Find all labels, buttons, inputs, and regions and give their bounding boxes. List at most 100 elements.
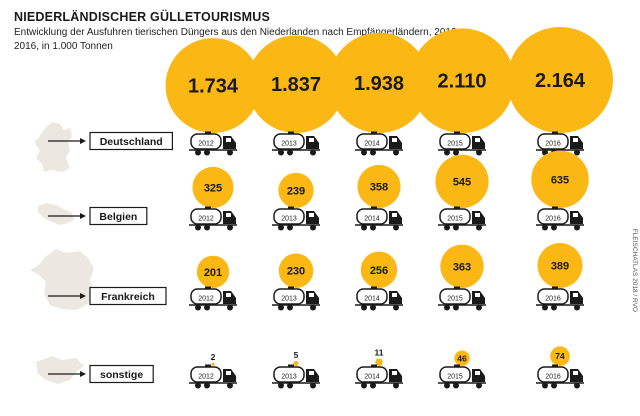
cab-window xyxy=(226,293,231,297)
wheel xyxy=(444,304,450,311)
data-bubble xyxy=(550,346,570,366)
data-bubble xyxy=(211,362,215,367)
cab xyxy=(570,369,583,382)
country-label: Deutschland xyxy=(89,131,174,151)
wheel xyxy=(227,149,233,156)
year-label: 2016 xyxy=(545,374,561,381)
wheel xyxy=(278,304,284,311)
wheel xyxy=(551,224,557,231)
cab-window xyxy=(573,371,578,375)
wheel xyxy=(287,304,293,311)
year-label: 2014 xyxy=(364,374,380,381)
data-bubble xyxy=(435,154,489,208)
data-bubble xyxy=(192,166,234,208)
wheel xyxy=(574,304,580,311)
truck-icon: 2014 xyxy=(355,364,403,389)
cab-window xyxy=(392,293,397,297)
wheel xyxy=(195,382,201,389)
year-label: 2015 xyxy=(447,216,463,223)
arrow-head xyxy=(80,138,86,144)
tank-hatch xyxy=(371,286,377,290)
cab xyxy=(223,211,236,224)
cab-window xyxy=(475,138,480,142)
country-label: Belgien xyxy=(89,206,148,226)
cab-window xyxy=(309,213,314,217)
data-bubble xyxy=(440,244,484,288)
wheel xyxy=(542,382,548,389)
truck-icon: 2012 xyxy=(189,286,237,311)
tank-hatch xyxy=(454,364,460,368)
country-label: sonstige xyxy=(89,364,154,384)
data-label: 635 xyxy=(551,174,569,186)
year-label: 2012 xyxy=(198,374,214,381)
map-belgium xyxy=(38,203,74,225)
data-label: 230 xyxy=(287,266,305,278)
truck-icon: 2014 xyxy=(355,286,403,311)
year-label: 2015 xyxy=(447,374,463,381)
data-label: 2.164 xyxy=(535,70,586,92)
wheel xyxy=(476,149,482,156)
data-bubble xyxy=(328,32,430,133)
country-arrow xyxy=(48,213,86,219)
wheel xyxy=(393,224,399,231)
data-label: 363 xyxy=(453,261,471,273)
tank-hatch xyxy=(552,131,558,135)
cab xyxy=(472,211,485,224)
data-label: 11 xyxy=(375,347,384,357)
wheel xyxy=(476,224,482,231)
data-bubble xyxy=(357,164,401,208)
year-label: 2014 xyxy=(364,141,380,148)
wheel xyxy=(287,224,293,231)
tank-hatch xyxy=(288,286,294,290)
wheel xyxy=(476,382,482,389)
cab xyxy=(306,369,319,382)
cab xyxy=(389,291,402,304)
wheel xyxy=(370,382,376,389)
wheel xyxy=(278,149,284,156)
wheel xyxy=(361,149,367,156)
wheel xyxy=(393,382,399,389)
wheel xyxy=(393,304,399,311)
cab xyxy=(223,369,236,382)
wheel xyxy=(361,224,367,231)
cab xyxy=(306,136,319,149)
cab-window xyxy=(309,138,314,142)
data-label: 325 xyxy=(204,182,222,194)
arrow-head xyxy=(80,371,86,377)
year-label: 2016 xyxy=(545,216,561,223)
wheel xyxy=(310,304,316,311)
wheel xyxy=(287,382,293,389)
tank-hatch xyxy=(552,364,558,368)
cab-window xyxy=(392,371,397,375)
wheel xyxy=(361,304,367,311)
truck-icon: 2015 xyxy=(438,206,486,231)
data-bubble xyxy=(531,150,589,208)
data-label: 46 xyxy=(457,353,467,363)
wheel xyxy=(444,382,450,389)
cab-window xyxy=(475,371,480,375)
wheel xyxy=(195,149,201,156)
cab xyxy=(472,369,485,382)
wheel xyxy=(476,304,482,311)
cab-window xyxy=(226,213,231,217)
truck-icon: 2013 xyxy=(272,131,320,156)
data-label: 256 xyxy=(370,265,388,277)
year-label: 2014 xyxy=(364,216,380,223)
data-label: 389 xyxy=(551,261,569,273)
wheel xyxy=(370,224,376,231)
country-arrow xyxy=(48,138,86,144)
data-bubble xyxy=(537,243,583,288)
chart-subtitle: Entwicklung der Ausfuhren tierischen Dün… xyxy=(14,27,463,52)
wheel xyxy=(551,382,557,389)
cab xyxy=(472,136,485,149)
data-bubble xyxy=(278,253,314,288)
wheel xyxy=(370,149,376,156)
wheel xyxy=(370,304,376,311)
data-bubble xyxy=(165,38,261,133)
year-label: 2013 xyxy=(281,296,297,303)
data-bubble xyxy=(375,358,383,366)
data-bubble xyxy=(360,251,398,288)
cab-window xyxy=(226,138,231,142)
truck-icon: 2012 xyxy=(189,131,237,156)
